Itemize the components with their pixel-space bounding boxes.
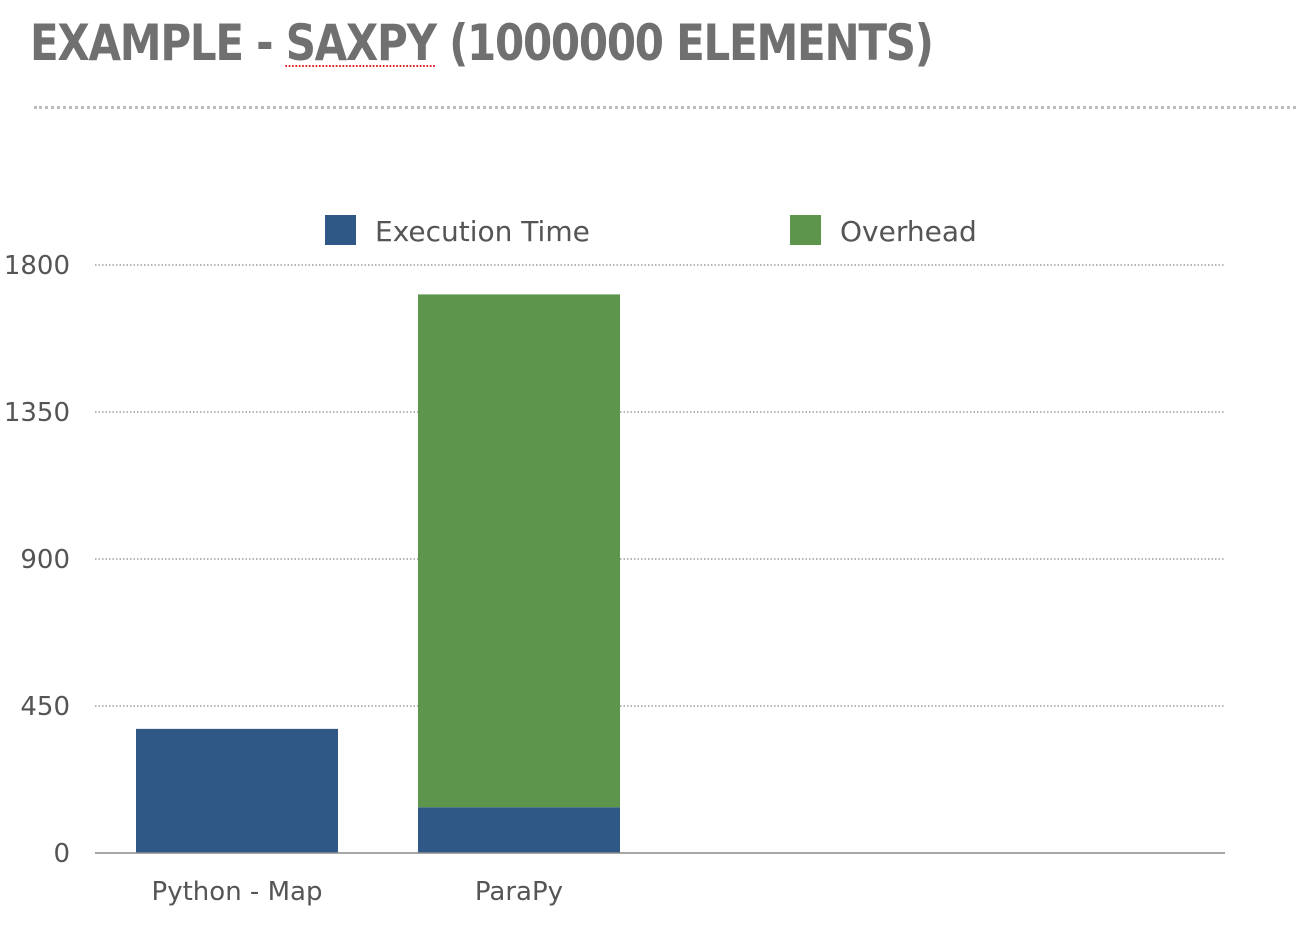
x-category-label: ParaPy [475,877,563,907]
bar-execution-time [418,807,620,853]
axis-layer: 0 450 900 1350 1800 Python - Map ParaPy [4,251,1225,907]
legend-swatch [325,215,356,245]
bar-execution-time [136,728,338,853]
y-tick-label: 900 [20,545,70,575]
y-tick-label: 1800 [4,251,70,281]
title-highlight: SAXPY [285,14,437,72]
title-suffix: (1000000 ELEMENTS) [435,14,934,72]
legend-label: Overhead [840,215,977,248]
legend-swatch [790,215,821,245]
bar-layer [136,294,620,853]
x-category-label: Python - Map [152,877,323,907]
title-prefix: EXAMPLE - [30,14,286,72]
title-divider [34,106,1296,109]
legend-label: Execution Time [375,215,590,248]
y-tick-label: 1350 [4,398,70,428]
bar-overhead [418,294,620,808]
y-tick-label: 0 [53,839,70,869]
y-tick-label: 450 [20,692,70,722]
grid-layer [95,264,1225,707]
page-title: EXAMPLE - SAXPY (1000000 ELEMENTS) [30,14,934,72]
legend: Execution Time Overhead [325,215,977,248]
